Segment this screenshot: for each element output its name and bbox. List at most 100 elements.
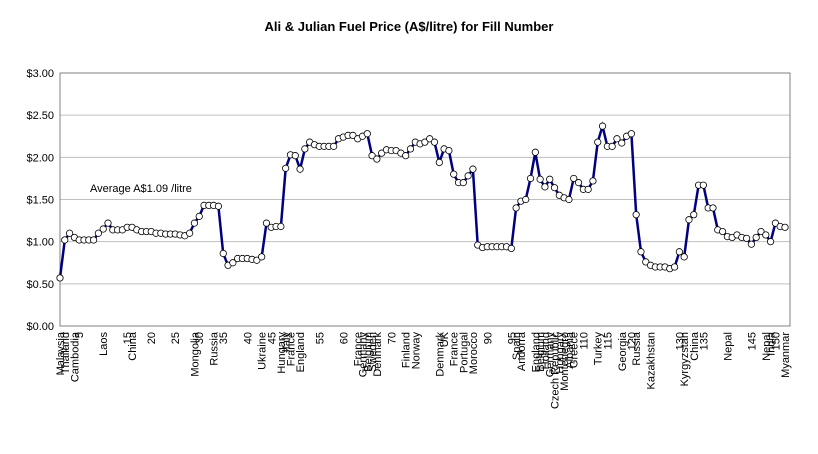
data-point xyxy=(550,184,559,192)
data-point xyxy=(469,165,477,173)
y-tick-label: $1.00 xyxy=(26,237,54,249)
data-point xyxy=(373,155,381,163)
x-tick-label: Hungary xyxy=(276,332,288,374)
data-point xyxy=(584,185,592,193)
data-point xyxy=(642,258,650,266)
data-point xyxy=(190,219,199,227)
x-tick-label: 120 xyxy=(626,332,638,350)
x-tick-label: 95 xyxy=(506,332,518,344)
x-tick-label: 45 xyxy=(266,332,278,344)
data-point xyxy=(349,131,357,140)
x-tick-label: China xyxy=(127,331,139,361)
data-point xyxy=(291,152,299,160)
data-point xyxy=(426,135,434,143)
x-tick-label: Czech Republic xyxy=(550,332,562,410)
x-tick-label: 135 xyxy=(698,332,710,350)
data-point xyxy=(771,219,779,227)
x-tick-label: Myanmar xyxy=(780,332,792,378)
data-point xyxy=(450,170,458,178)
x-tick-label: Finland xyxy=(401,332,413,368)
x-tick-label: Denmark xyxy=(372,332,384,377)
x-tick-label: 15 xyxy=(122,332,134,344)
y-tick-label: $2.00 xyxy=(26,152,54,164)
x-tick-label: Russia xyxy=(209,331,221,366)
x-tick-label: Russia xyxy=(631,331,643,366)
data-point xyxy=(214,202,223,210)
x-tick-label: 30 xyxy=(194,332,206,344)
data-point xyxy=(186,229,194,237)
x-tick-label: Montenegro xyxy=(559,332,571,391)
data-point xyxy=(262,219,271,227)
data-point xyxy=(680,253,688,261)
data-point xyxy=(464,172,472,180)
data-point xyxy=(61,236,69,244)
data-point xyxy=(282,164,290,172)
data-point xyxy=(637,248,645,256)
data-point xyxy=(675,248,683,256)
data-point xyxy=(99,225,107,233)
x-tick-label: 115 xyxy=(602,332,614,350)
data-point xyxy=(219,249,227,258)
x-tick-label: Nepal xyxy=(722,332,734,361)
data-point xyxy=(195,212,203,220)
x-tick-label: Portugal xyxy=(458,332,470,373)
data-point xyxy=(277,222,285,231)
data-point xyxy=(598,122,607,130)
data-point xyxy=(258,253,266,261)
x-tick-label: Cambodia xyxy=(69,331,81,382)
data-point xyxy=(608,142,616,150)
x-tick-label: France xyxy=(353,332,365,366)
data-point xyxy=(627,130,635,138)
x-tick-label: 40 xyxy=(242,332,254,344)
y-tick-label: $0.50 xyxy=(26,279,54,291)
data-point xyxy=(363,130,371,138)
x-tick-label: UK xyxy=(439,331,451,347)
data-point xyxy=(330,142,338,150)
x-tick-label: 130 xyxy=(674,332,686,350)
data-point xyxy=(618,139,626,147)
data-point xyxy=(301,145,309,153)
data-point xyxy=(229,259,237,267)
plot-frame xyxy=(59,72,791,327)
data-point xyxy=(531,148,539,156)
data-point xyxy=(781,223,789,231)
data-point xyxy=(574,179,583,187)
data-point xyxy=(378,149,386,157)
data-point xyxy=(90,236,98,244)
data-point xyxy=(742,234,751,242)
data-point xyxy=(685,216,693,224)
data-point xyxy=(762,231,770,239)
data-point xyxy=(512,204,520,212)
x-tick-label: 55 xyxy=(314,332,326,344)
data-point xyxy=(752,233,760,242)
data-point xyxy=(670,263,679,271)
x-tick-label: India xyxy=(766,331,778,356)
data-point xyxy=(589,177,597,185)
data-point xyxy=(565,195,573,204)
x-tick-label: China xyxy=(689,331,701,361)
x-tick-label: 150 xyxy=(770,332,782,350)
x-tick-label: Mongolia xyxy=(189,331,201,377)
data-point xyxy=(757,227,765,236)
y-tick-label: $1.50 xyxy=(26,195,54,207)
data-point xyxy=(718,227,727,236)
x-tick-label: Spain xyxy=(511,332,523,360)
x-tick-label: France xyxy=(449,332,461,366)
x-tick-label: 20 xyxy=(146,332,158,344)
data-point xyxy=(526,174,535,183)
data-point xyxy=(296,165,304,173)
data-point xyxy=(253,256,261,264)
x-tick-label: Kazakhstan xyxy=(646,332,658,389)
x-tick-label: Hungary xyxy=(554,332,566,374)
data-point xyxy=(459,179,467,187)
data-point xyxy=(594,138,602,146)
x-tick-label: Belgium xyxy=(362,332,374,372)
data-point xyxy=(56,274,64,282)
data-point xyxy=(435,158,443,166)
x-tick-label: Norway xyxy=(410,332,422,370)
y-tick-label: $2.50 xyxy=(26,110,54,122)
x-tick-label: England xyxy=(295,332,307,372)
x-tick-label: Nepal xyxy=(761,332,773,361)
x-tick-label: Ukraine xyxy=(257,332,269,370)
